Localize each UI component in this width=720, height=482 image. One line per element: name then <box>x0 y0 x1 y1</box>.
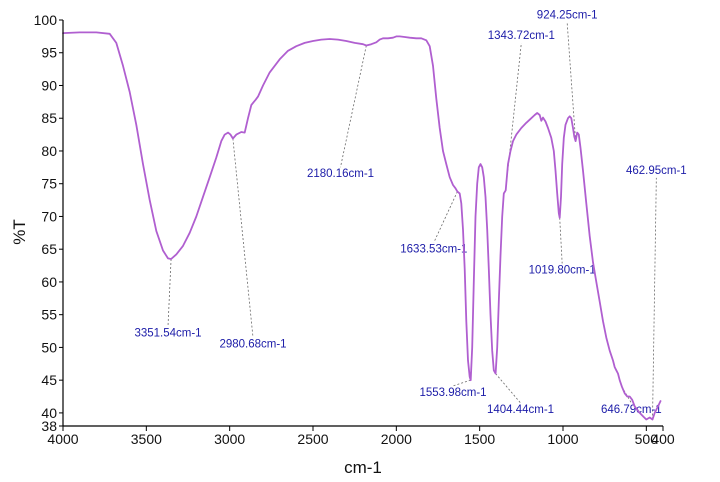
peak-annotations: 3351.54cm-1 2980.68cm-1 2180.16cm-1 1633.53… <box>134 10 687 420</box>
y-tick-label: 95 <box>41 45 57 61</box>
x-tick-label: 1500 <box>464 431 495 447</box>
peak-leader-line <box>495 373 521 404</box>
y-tick-label: 50 <box>41 339 57 355</box>
peak-leader-line <box>559 217 563 264</box>
peak-leader-line <box>232 138 254 338</box>
x-tick-label: 400 <box>651 431 675 447</box>
peak-leader-line <box>433 191 458 243</box>
peak-label: 1343.72cm-1 <box>488 30 555 42</box>
y-tick-label: 65 <box>41 241 57 257</box>
y-tick-label: 38 <box>41 418 57 434</box>
y-tick-label: 60 <box>41 274 57 290</box>
peak-label: 646.79cm-1 <box>601 404 662 416</box>
peak-label: 1633.53cm-1 <box>400 243 467 255</box>
peak-label: 1553.98cm-1 <box>419 387 486 399</box>
peak-leader-line <box>340 45 367 168</box>
y-tick-label: 40 <box>41 405 57 421</box>
y-tick-label: 45 <box>41 372 57 388</box>
transmittance-series-line <box>62 31 662 421</box>
peak-leader-line <box>167 258 172 327</box>
y-tick-label: 55 <box>41 307 57 323</box>
x-tick-label: 2500 <box>297 431 328 447</box>
y-tick-label: 100 <box>34 12 58 28</box>
peak-label: 1019.80cm-1 <box>529 264 596 276</box>
peak-leader-line <box>652 177 657 420</box>
x-tick-label: 3000 <box>214 431 245 447</box>
y-tick-label: 85 <box>41 110 57 126</box>
peak-label: 2180.16cm-1 <box>307 168 374 180</box>
peak-leader-line <box>452 379 471 387</box>
x-tick-label: 500 <box>635 431 659 447</box>
y-tick-label: 70 <box>41 208 57 224</box>
y-tick-label: 90 <box>41 77 57 93</box>
x-axis-title: cm-1 <box>344 458 382 477</box>
peak-label: 3351.54cm-1 <box>134 327 201 339</box>
x-tick-label: 1000 <box>547 431 578 447</box>
peak-label: 2980.68cm-1 <box>219 338 286 350</box>
peak-label: 1404.44cm-1 <box>487 404 554 416</box>
axes <box>62 20 663 427</box>
y-axis-title: %T <box>10 219 29 245</box>
peak-label: 462.95cm-1 <box>626 165 687 177</box>
peak-label: 924.25cm-1 <box>537 10 598 22</box>
x-tick-label: 2000 <box>381 431 412 447</box>
y-tick-label: 80 <box>41 143 57 159</box>
x-tick-label: 4000 <box>47 431 78 447</box>
x-tick-label: 3500 <box>131 431 162 447</box>
y-tick-label: 75 <box>41 176 57 192</box>
